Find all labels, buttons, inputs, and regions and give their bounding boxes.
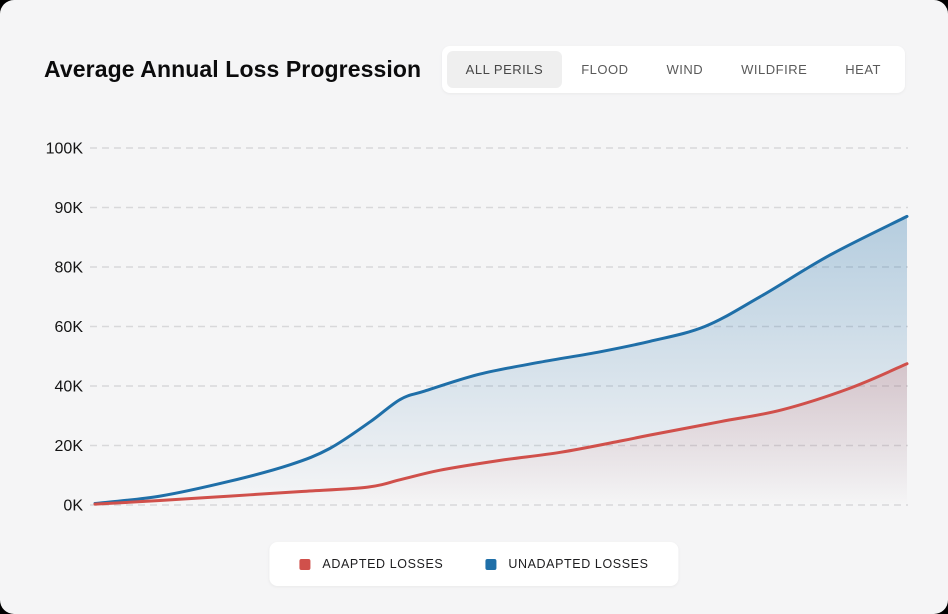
tab-all-perils[interactable]: ALL PERILS [446, 51, 563, 88]
legend-item-unadapted-losses[interactable]: UNADAPTED LOSSES [485, 557, 648, 571]
legend-label-adapted: ADAPTED LOSSES [322, 557, 444, 571]
adapted-losses-marker-icon [299, 558, 311, 570]
y-axis-label: 20K [55, 438, 84, 455]
chart-legend: ADAPTED LOSSES UNADAPTED LOSSES [269, 542, 679, 586]
y-axis-label: 0K [63, 498, 83, 515]
y-axis-label: 90K [55, 200, 84, 217]
adapted-losses-area [95, 363, 907, 505]
y-axis-label: 40K [55, 379, 84, 396]
peril-tab-bar: ALL PERILS FLOOD WIND WILDFIRE HEAT [441, 46, 905, 93]
legend-label-unadapted: UNADAPTED LOSSES [508, 557, 649, 571]
tab-flood[interactable]: FLOOD [581, 62, 629, 77]
tab-wind[interactable]: WIND [666, 62, 704, 77]
unadapted-losses-marker-icon [485, 558, 497, 570]
adapted-losses-line [93, 362, 909, 506]
unadapted-losses-line [93, 214, 909, 505]
legend-item-adapted-losses[interactable]: ADAPTED LOSSES [299, 557, 443, 571]
y-axis-label: 100K [46, 141, 84, 158]
tab-wildfire[interactable]: WILDFIRE [741, 62, 808, 77]
y-axis-label: 80K [55, 260, 84, 277]
y-axis-label: 60K [55, 319, 84, 336]
tab-heat[interactable]: HEAT [845, 62, 881, 77]
page-title: Average Annual Loss Progression [44, 56, 422, 82]
